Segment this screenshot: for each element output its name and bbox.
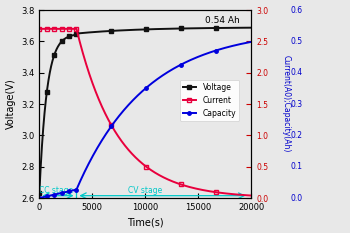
Text: 0.4: 0.4 bbox=[290, 68, 302, 77]
Capacity bbox=[69, 189, 73, 192]
Capacity bbox=[50, 194, 54, 197]
Current bbox=[62, 27, 66, 30]
Voltage bbox=[62, 38, 66, 41]
Current bbox=[50, 27, 54, 30]
Voltage bbox=[69, 34, 73, 37]
Current bbox=[248, 194, 252, 197]
Capacity bbox=[83, 169, 87, 172]
Text: 0.3: 0.3 bbox=[290, 99, 302, 109]
Line: Voltage: Voltage bbox=[37, 26, 252, 195]
Current bbox=[47, 27, 51, 30]
Voltage bbox=[248, 26, 252, 29]
Text: 0.6: 0.6 bbox=[290, 6, 302, 14]
Text: 0.0: 0.0 bbox=[290, 194, 302, 202]
Current bbox=[90, 82, 94, 84]
Voltage bbox=[50, 62, 54, 65]
Current bbox=[69, 27, 73, 30]
Legend: Voltage, Current, Capacity: Voltage, Current, Capacity bbox=[180, 80, 239, 121]
Voltage bbox=[90, 31, 94, 34]
Text: CV stage: CV stage bbox=[128, 185, 162, 195]
Text: CC stage: CC stage bbox=[39, 185, 73, 195]
Capacity bbox=[37, 197, 41, 199]
Current bbox=[37, 27, 41, 30]
Voltage bbox=[83, 31, 87, 34]
Current bbox=[83, 60, 87, 62]
Line: Capacity: Capacity bbox=[37, 40, 252, 200]
Capacity bbox=[248, 41, 252, 43]
Capacity bbox=[90, 155, 94, 158]
Voltage bbox=[47, 75, 51, 77]
Text: 0.1: 0.1 bbox=[290, 162, 302, 171]
Y-axis label: Voltage(V): Voltage(V) bbox=[6, 79, 15, 129]
X-axis label: Time(s): Time(s) bbox=[127, 217, 164, 227]
Y-axis label: Current(A0);Capacity(Ah): Current(A0);Capacity(Ah) bbox=[282, 55, 290, 153]
Capacity bbox=[62, 191, 66, 194]
Voltage bbox=[37, 192, 41, 195]
Line: Current: Current bbox=[37, 27, 252, 197]
Text: 0.2: 0.2 bbox=[290, 131, 302, 140]
Capacity bbox=[47, 194, 51, 197]
Text: 0.5: 0.5 bbox=[290, 37, 302, 46]
Text: 0.54 Ah: 0.54 Ah bbox=[205, 16, 239, 25]
